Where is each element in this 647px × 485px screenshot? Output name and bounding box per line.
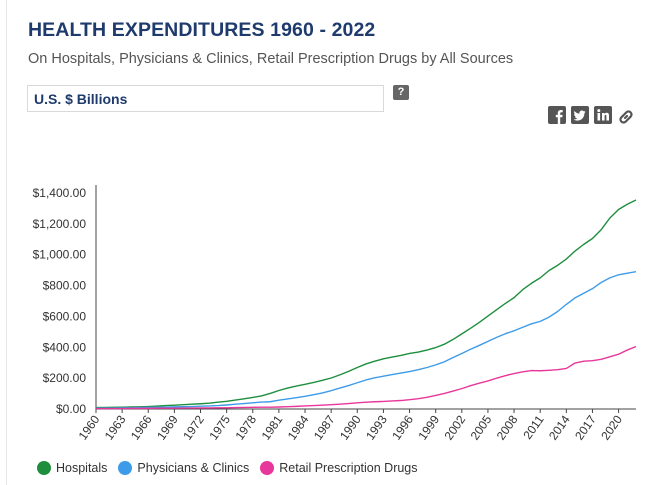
legend-label-physicians-clinics: Physicians & Clinics: [137, 461, 250, 475]
chart-legend: Hospitals Physicians & Clinics Retail Pr…: [37, 461, 429, 475]
x-tick-label: 1996: [389, 412, 416, 442]
y-tick-label: $1,400.00: [33, 186, 87, 200]
x-tick-label: 1963: [102, 412, 129, 442]
x-tick-label: 2005: [468, 412, 495, 442]
x-tick-label: 1972: [180, 412, 207, 442]
legend-item-physicians-clinics[interactable]: Physicians & Clinics: [118, 461, 249, 475]
page-title: HEALTH EXPENDITURES 1960 - 2022: [28, 19, 376, 41]
health-expenditure-chart: $0.00 $200.00 $400.00 $600.00 $800.00 $1,000.…: [33, 185, 637, 443]
x-tick-label: 2011: [520, 412, 546, 441]
legend-swatch-hospitals: [37, 461, 51, 475]
x-tick-label: 2014: [546, 412, 573, 442]
x-tick-label: 1993: [363, 412, 390, 442]
y-tick-label: $1,200.00: [33, 217, 87, 231]
legend-swatch-retail-prescription-drugs: [260, 461, 275, 475]
linkedin-icon[interactable]: [594, 106, 612, 124]
legend-swatch-physicians-clinics: [118, 461, 133, 475]
unit-selector[interactable]: U.S. $ Billions: [27, 85, 384, 112]
unit-selector-value: U.S. $ Billions: [34, 91, 128, 107]
series-line-physicians-clinics: [95, 271, 637, 409]
x-tick-label: 1981: [259, 412, 286, 442]
y-tick-label: $0.00: [56, 402, 86, 416]
x-tick-label: 2017: [572, 412, 599, 442]
x-tick-label: 1978: [232, 412, 259, 442]
help-button[interactable]: ?: [393, 85, 409, 100]
series-line-retail-prescription-drugs: [96, 345, 637, 410]
series-line-hospitals: [95, 199, 637, 409]
y-tick-label: $800.00: [43, 279, 87, 293]
y-tick-label: $1,000.00: [33, 248, 87, 262]
y-tick-label: $200.00: [43, 371, 87, 385]
legend-item-retail-prescription-drugs[interactable]: Retail Prescription Drugs: [260, 461, 418, 475]
y-tick-label: $400.00: [43, 340, 87, 354]
x-tick-label: 1987: [311, 412, 338, 442]
twitter-icon[interactable]: [571, 106, 589, 124]
legend-label-retail-prescription-drugs: Retail Prescription Drugs: [279, 461, 418, 475]
x-tick-label: 1990: [337, 412, 364, 442]
link-icon[interactable]: [617, 108, 635, 126]
facebook-icon[interactable]: [548, 106, 566, 124]
x-tick-label: 1975: [206, 412, 233, 442]
legend-label-hospitals: Hospitals: [56, 461, 108, 475]
x-tick-label: 2008: [494, 412, 521, 442]
left-divider: [6, 0, 7, 485]
x-tick-label: 1969: [154, 412, 181, 442]
legend-item-hospitals[interactable]: Hospitals: [37, 461, 107, 475]
y-tick-label: $600.00: [43, 309, 87, 323]
x-tick-label: 1999: [415, 412, 442, 442]
x-tick-label: 1966: [128, 412, 155, 442]
x-tick-label: 1984: [285, 412, 312, 442]
x-tick-label: 1960: [76, 412, 103, 442]
page-subtitle: On Hospitals, Physicians & Clinics, Reta…: [28, 51, 514, 67]
x-tick-label: 2002: [441, 412, 468, 442]
x-tick-label: 2020: [598, 412, 625, 442]
